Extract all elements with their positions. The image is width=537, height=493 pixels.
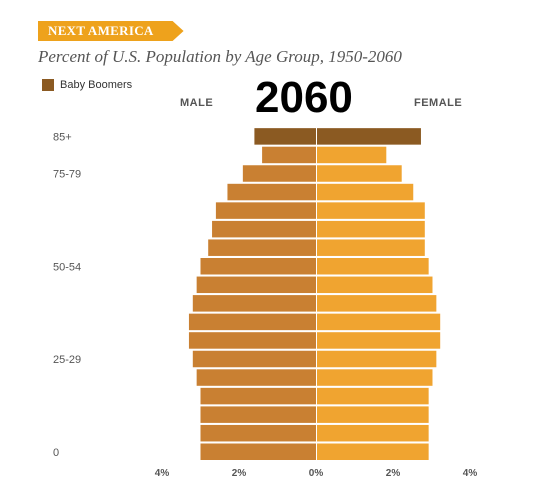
male-bar-14 bbox=[227, 183, 316, 201]
female-bar-10 bbox=[317, 258, 429, 275]
female-bar-8 bbox=[317, 295, 437, 312]
male-label: MALE bbox=[180, 97, 214, 109]
male-bar-5 bbox=[192, 350, 316, 368]
male-bar-12 bbox=[212, 220, 316, 238]
y-tick-label-3: 25-29 bbox=[53, 354, 81, 366]
x-tick-label-4: 4% bbox=[463, 468, 478, 479]
male-bar-6 bbox=[188, 332, 316, 349]
female-bar-9 bbox=[317, 276, 433, 294]
x-tick-label-3: 2% bbox=[386, 468, 401, 479]
series-banner: NEXT AMERICA bbox=[38, 21, 184, 41]
male-bar-2 bbox=[200, 406, 316, 423]
legend: Baby Boomers bbox=[42, 79, 132, 91]
year-label: 2060 bbox=[255, 73, 353, 122]
male-bar-4 bbox=[196, 369, 316, 386]
female-bar-1 bbox=[317, 424, 429, 442]
male-bar-7 bbox=[188, 313, 316, 331]
legend-label-baby-boomers: Baby Boomers bbox=[60, 79, 133, 91]
female-bar-4 bbox=[317, 369, 433, 386]
female-bar-0 bbox=[317, 443, 429, 460]
male-bar-13 bbox=[215, 202, 316, 219]
male-bar-16 bbox=[262, 146, 316, 164]
female-bar-7 bbox=[317, 313, 441, 331]
male-bar-9 bbox=[196, 276, 316, 294]
female-label: FEMALE bbox=[414, 97, 463, 109]
y-tick-label-2: 50-54 bbox=[53, 261, 81, 273]
female-bar-13 bbox=[317, 202, 425, 219]
male-bar-10 bbox=[200, 258, 316, 275]
male-bar-3 bbox=[200, 387, 316, 405]
male-bar-0 bbox=[200, 443, 316, 460]
x-tick-label-1: 2% bbox=[232, 468, 247, 479]
male-bar-11 bbox=[208, 239, 316, 256]
female-bar-5 bbox=[317, 350, 437, 368]
female-bar-16 bbox=[317, 146, 387, 164]
y-tick-label-4: 0 bbox=[53, 447, 59, 459]
chart-subtitle: Percent of U.S. Population by Age Group,… bbox=[38, 47, 402, 66]
x-tick-label-2: 0% bbox=[309, 468, 324, 479]
male-bar-15 bbox=[242, 165, 316, 182]
female-bar-2 bbox=[317, 406, 429, 423]
female-bar-17 bbox=[317, 128, 421, 145]
male-bar-17 bbox=[254, 128, 316, 145]
female-bar-11 bbox=[317, 239, 425, 256]
x-tick-label-0: 4% bbox=[155, 468, 170, 479]
y-tick-label-0: 85+ bbox=[53, 131, 72, 143]
female-bar-15 bbox=[317, 165, 402, 182]
y-tick-label-1: 75-79 bbox=[53, 169, 81, 181]
female-bar-12 bbox=[317, 220, 425, 238]
female-bar-14 bbox=[317, 183, 414, 201]
female-bar-6 bbox=[317, 332, 441, 349]
male-bar-1 bbox=[200, 424, 316, 442]
legend-swatch-baby-boomers bbox=[42, 79, 54, 91]
female-bar-3 bbox=[317, 387, 429, 405]
male-bar-8 bbox=[192, 295, 316, 312]
